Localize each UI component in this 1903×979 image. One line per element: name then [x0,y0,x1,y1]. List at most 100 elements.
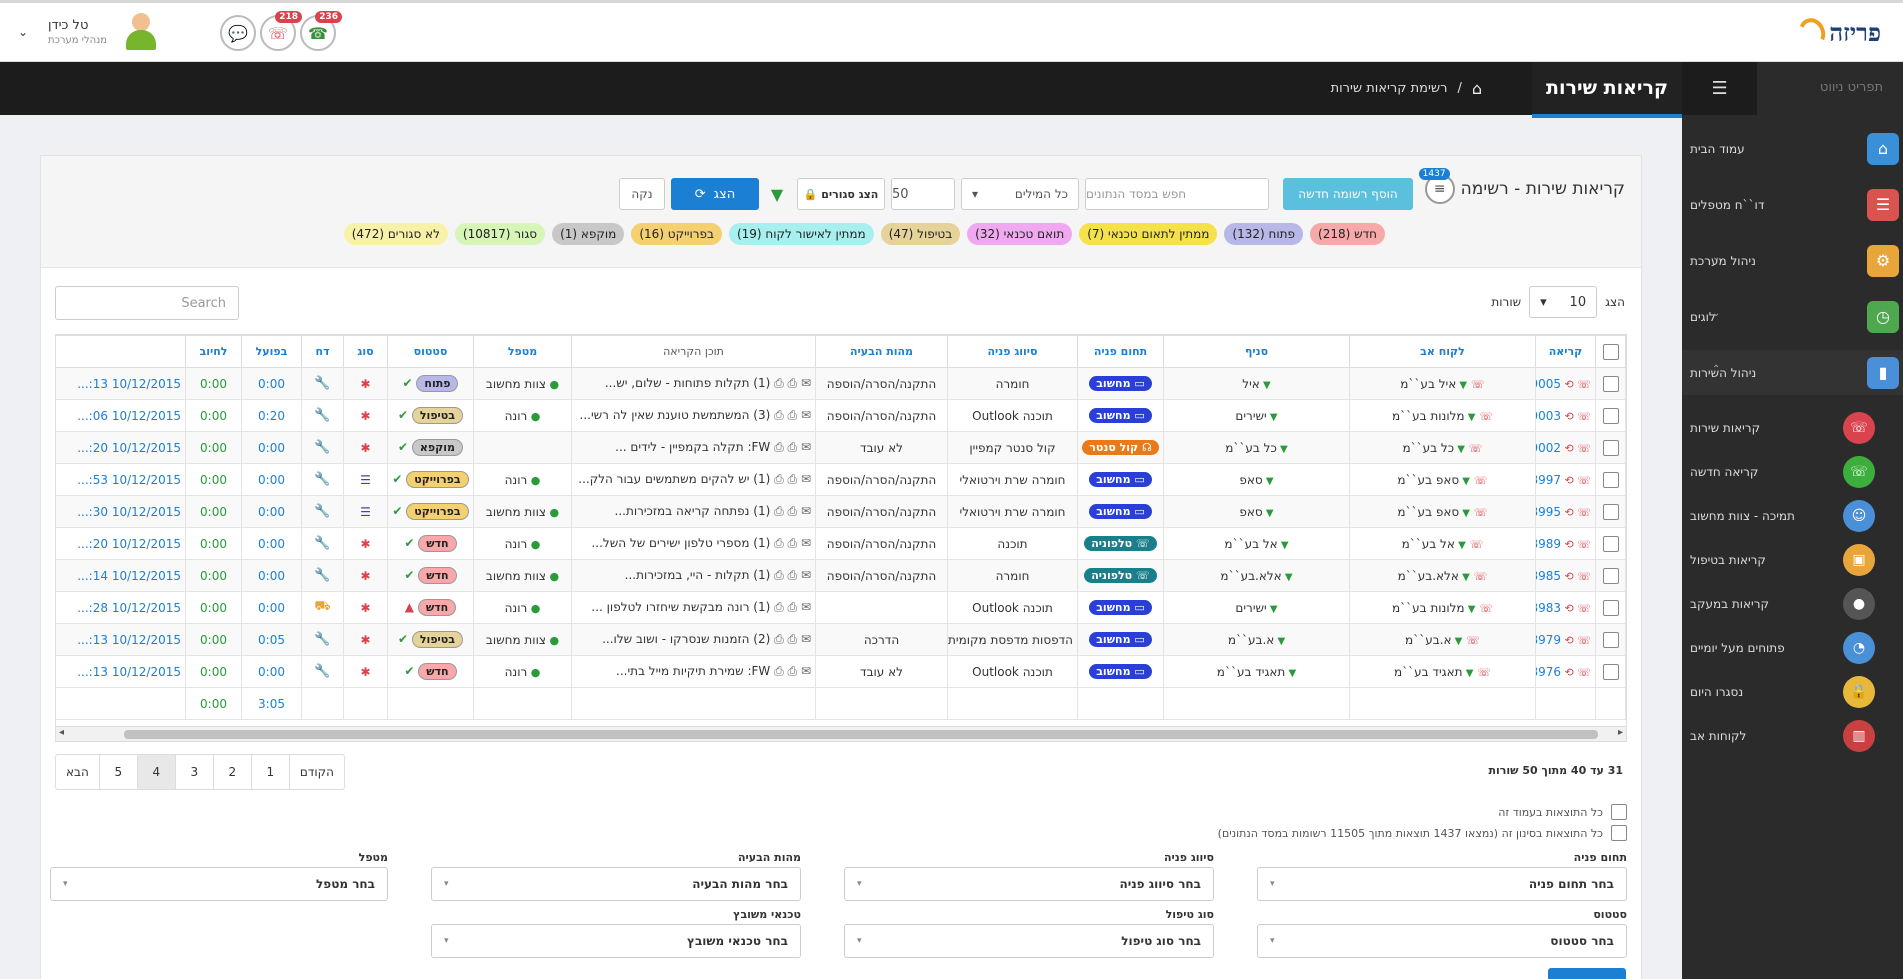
wrench-icon[interactable]: 🔧 [314,408,331,423]
row-checkbox[interactable] [1602,663,1619,680]
column-header[interactable]: תאריך יצירה [56,335,186,368]
page-size-select[interactable]: 10 ▾ [1529,286,1598,318]
sidebar-subitem-in-progress[interactable]: ▣ קריאות בטיפול [1682,538,1903,582]
filter-icon[interactable]: ▼ [1266,411,1278,423]
clear-button[interactable]: נקה [619,178,665,210]
wrench-icon[interactable]: 🔧 [314,504,331,519]
row-checkbox[interactable] [1602,503,1619,520]
filter-icon[interactable]: ▼ [1459,475,1470,487]
call-id-link[interactable]: 18997 [1537,472,1562,487]
row-checkbox[interactable] [1602,567,1619,584]
status-chip[interactable]: בטיפול (47) [880,223,961,245]
filter-icon[interactable]: ▼ [1274,635,1286,647]
support-alert-icon[interactable]: ☎ 236 [300,11,342,51]
scroll-left-arrow-icon[interactable]: ◂ [59,727,65,738]
pagination-next[interactable]: הבא [66,765,89,779]
filter-icon[interactable]: ▼ [1464,603,1476,615]
row-checkbox[interactable] [1602,631,1619,648]
sidebar-subitem-open-over-two-days[interactable]: ◔ פתוחים מעל יומיים [1682,626,1903,670]
sidebar-subitem-service-calls[interactable]: ☏ קריאות שירות [1682,406,1903,450]
status-chip[interactable]: לא סגורים (472) [343,223,448,245]
status-chip[interactable]: ממתין לאישור לקוח (19) [728,223,874,245]
row-checkbox[interactable] [1602,471,1619,488]
filter-icon[interactable]: ▼ [1281,571,1293,583]
sidebar-subitem-closed-today[interactable]: 🔒 נסגרו היום [1682,670,1903,714]
filter-select[interactable]: בחר סיווג פניה ▾ [844,867,1214,901]
select-filter-checkbox[interactable] [1611,825,1627,841]
filter-icon[interactable]: ▼ [1454,539,1466,551]
row-checkbox[interactable] [1602,407,1619,424]
show-closed-button[interactable]: הצג סגורים 🔒 [797,178,885,210]
wrench-icon[interactable]: 🔧 [314,536,331,551]
home-icon[interactable]: ⌂ [1471,79,1482,98]
column-header[interactable]: סניף [1163,335,1350,368]
hamburger-menu-icon[interactable]: ☰ [1682,62,1757,115]
chevron-down-icon[interactable]: ⌄ [17,25,29,39]
horizontal-scrollbar[interactable]: ◂ ▸ [55,726,1627,742]
content-cell[interactable]: ✉ ⎙ ⎙ (1) יש להקים משתמשים עבור הלק... [571,463,816,496]
filter-icon[interactable]: ▼ [1464,411,1476,423]
table-row[interactable]: ☏ ⟲ 18997 ☏ ▼ סאפ בע``מ▼ סאפ▭ מחשובחומרה… [56,463,1626,496]
filter-select[interactable]: בחר תחום פניה ▾ [1257,867,1627,901]
filter-select[interactable]: בחר סטטוס ▾ [1257,924,1627,958]
phone-alert-icon[interactable]: ☏ 218 [260,11,302,51]
call-id-link[interactable]: 19003 [1537,408,1562,423]
wrench-icon[interactable]: 🔧 [314,376,331,391]
status-chip[interactable]: בפרוייקט (16) [631,223,722,245]
filter-icon[interactable]: ▼ [1259,379,1271,391]
db-search-input[interactable]: חפש במסד הנתונים [1085,178,1269,210]
pagination-page[interactable]: 5 [98,755,137,789]
column-header[interactable]: דח [301,335,344,368]
truck-icon[interactable]: ⛟ [314,599,331,614]
pagination-page[interactable]: 1 [250,755,289,789]
table-row[interactable]: ☏ ⟲ 18976 ☏ ▼ תאגיד בע``מ▼ תאגיד בע``מ▭ … [56,655,1626,688]
pagination-page[interactable]: 3 [174,755,213,789]
table-row[interactable]: ☏ ⟲ 19002 ☏ ▼ כל בע``מ▼ כל בע``מ☊ קול סנ… [56,431,1626,464]
filter-icon[interactable]: ▼ [1462,667,1474,679]
call-id-link[interactable]: 18989 [1537,536,1562,551]
column-header[interactable]: לחיוב [185,335,242,368]
add-record-button[interactable]: הוסף רשומה חדשה [1283,178,1413,210]
filter-icon[interactable]: ▼ [1277,539,1289,551]
wrench-icon[interactable]: 🔧 [314,440,331,455]
select-filter-results[interactable]: כל התוצאות בסינון זה (נמצאו 1437 תוצאות … [1218,825,1627,841]
pagination-prev[interactable]: הקודם [288,755,344,789]
call-id-link[interactable]: 18983 [1537,600,1562,615]
select-page-checkbox[interactable] [1611,804,1627,820]
content-cell[interactable]: ✉ ⎙ ⎙ (1) תקלות פתוחות - שלום, יש... [571,367,816,400]
content-cell[interactable]: ✉ ⎙ ⎙ (1) נפתחה קריאה במזכירות... [571,495,816,528]
status-chip[interactable]: תואם טכנאי (32) [967,223,1073,245]
call-id-link[interactable]: 19005 [1537,376,1562,391]
sidebar-subitem-new-call[interactable]: ☏ קריאה חדשה [1682,450,1903,494]
call-id-link[interactable]: 18979 [1537,632,1562,647]
sidebar-item-logs[interactable]: ◷ לוגים ⌄ [1682,294,1903,339]
call-id-link[interactable]: 18995 [1537,504,1562,519]
filter-select[interactable]: בחר מהות הבעיה ▾ [431,867,801,901]
column-header[interactable]: קריאה [1535,335,1596,368]
pagination-page[interactable]: 4 [136,755,175,789]
sidebar-subitem-support[interactable]: ☺ תמיכה - צוות מחשוב [1682,494,1903,538]
sidebar-subitem-parent-customers[interactable]: ▥ לקוחות אב [1682,714,1903,758]
sidebar-item-home[interactable]: ⌂ עמוד הבית [1682,126,1903,171]
chat-alert-icon[interactable]: 💬 [220,15,256,51]
status-chip[interactable]: ממתין לתאום טכנאי (7) [1079,223,1218,245]
status-chip[interactable]: מוקפא (1) [552,223,625,245]
status-chip[interactable]: סגור (10817) [454,223,546,245]
show-button[interactable]: הצג ⟳ [671,178,759,210]
status-chip[interactable]: חדש (218) [1310,223,1385,245]
bottom-action-button[interactable] [1548,968,1626,979]
status-chip[interactable]: פתוח (132) [1224,223,1304,245]
rows-count-input[interactable]: 50 [891,178,955,210]
column-header[interactable]: בפועל [241,335,302,368]
select-page-results[interactable]: כל התוצאות בעמוד זה [1498,804,1627,820]
filter-select[interactable]: בחר טכנאי משובץ ▾ [431,924,801,958]
content-cell[interactable]: ✉ ⎙ ⎙ (2) הזמנות שנסרקו - ושוב שלו... [571,623,816,656]
row-checkbox[interactable] [1602,599,1619,616]
content-cell[interactable]: ✉ ⎙ ⎙ FW: תקלה בקמפיין - לידים ... [571,431,816,464]
filter-icon[interactable]: ▼ [1451,635,1463,647]
table-row[interactable]: ☏ ⟲ 18985 ☏ ▼ אלא.בע``מ▼ אלא.בע``מ☏ טלפו… [56,559,1626,592]
column-header[interactable]: תחום פניה [1077,335,1164,368]
scrollbar-thumb[interactable] [124,730,1598,739]
filter-icon[interactable]: ▼ [1459,507,1470,519]
column-header[interactable]: מטפל [473,335,572,368]
